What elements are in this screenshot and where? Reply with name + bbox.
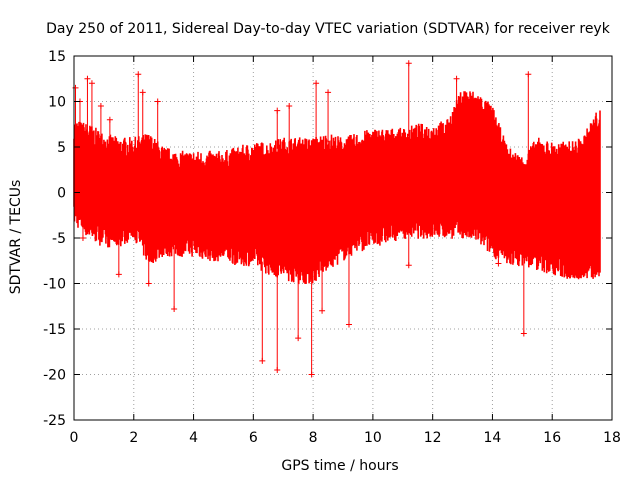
data-point: [106, 116, 113, 123]
data-point: [88, 80, 95, 87]
data-point: [154, 98, 161, 105]
y-axis-label: SDTVAR / TECUs: [8, 180, 24, 295]
y-tick-label: -20: [43, 368, 66, 384]
data-point: [274, 107, 281, 114]
x-tick-label: 6: [249, 430, 258, 446]
y-tick-label: 15: [48, 49, 66, 65]
data-point: [84, 75, 91, 82]
x-tick-label: 8: [309, 430, 318, 446]
data-point: [259, 357, 266, 364]
data-point: [345, 321, 352, 328]
x-tick-label: 4: [189, 430, 198, 446]
x-tick-label: 18: [603, 430, 621, 446]
y-tick-label: -15: [43, 322, 66, 338]
data-series: [72, 60, 601, 378]
data-point: [274, 366, 281, 373]
data-point: [405, 60, 412, 67]
x-tick-label: 12: [424, 430, 442, 446]
data-point: [171, 305, 178, 312]
data-point: [495, 260, 502, 267]
x-tick-label: 2: [129, 430, 138, 446]
data-core: [74, 116, 598, 258]
x-tick-label: 16: [543, 430, 561, 446]
y-tick-label: -25: [43, 413, 66, 429]
data-point: [145, 280, 152, 287]
data-point: [79, 235, 86, 241]
y-tick-label: -10: [43, 277, 66, 293]
data-point: [97, 103, 104, 110]
y-tick-label: -5: [52, 231, 66, 247]
data-point: [405, 262, 412, 269]
data-point: [313, 80, 320, 87]
y-tick-label: 0: [57, 186, 66, 202]
data-point: [308, 371, 315, 378]
x-tick-label: 0: [70, 430, 79, 446]
data-point: [286, 103, 293, 110]
axis-ticks: 0 2 4 6 8 10 12 14 16 18 15 10 5 0 -5 -10 -15 -20 -25: [43, 49, 621, 446]
y-tick-label: 5: [57, 140, 66, 156]
data-point: [72, 84, 79, 91]
y-tick-label: 10: [48, 95, 66, 111]
x-tick-label: 14: [484, 430, 502, 446]
data-point: [453, 75, 460, 82]
data-point: [139, 89, 146, 96]
data-point: [319, 307, 326, 314]
x-tick-label: 10: [364, 430, 382, 446]
chart-title: Day 250 of 2011, Sidereal Day-to-day VTE…: [46, 21, 611, 37]
data-point: [295, 335, 302, 342]
x-axis-label: GPS time / hours: [281, 458, 398, 474]
data-point: [520, 330, 527, 337]
data-point: [115, 271, 122, 278]
data-point: [525, 71, 532, 78]
data-point: [135, 71, 142, 78]
data-point: [325, 89, 332, 96]
